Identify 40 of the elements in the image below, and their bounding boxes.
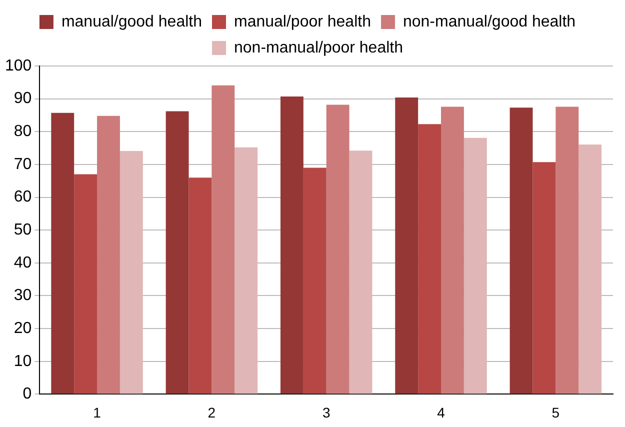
y-tick-label: 10 [14, 352, 32, 370]
bar [441, 106, 464, 394]
legend-label: manual/good health [61, 13, 202, 30]
x-tick-label: 2 [208, 404, 216, 420]
bar [120, 151, 143, 394]
bar [532, 162, 556, 394]
bar [234, 147, 258, 394]
x-tick-label: 3 [322, 404, 330, 420]
y-tick-label: 80 [14, 123, 32, 140]
bar [74, 174, 98, 394]
legend-label: manual/poor health [234, 13, 371, 30]
bar [51, 112, 74, 394]
x-tick-label: 1 [93, 404, 102, 420]
bar [166, 111, 189, 394]
y-tick-label: 60 [14, 188, 32, 206]
bar [418, 124, 442, 394]
bar [212, 85, 235, 394]
bar [326, 104, 350, 394]
bar [280, 96, 304, 394]
bar [578, 144, 602, 394]
bar [556, 106, 579, 394]
bar [303, 168, 326, 394]
y-tick-label: 90 [14, 90, 32, 108]
legend-label: non-manual/poor health [234, 39, 404, 56]
x-tick-label: 4 [437, 404, 446, 420]
bar [349, 150, 372, 394]
y-tick-label: 50 [14, 222, 32, 239]
y-tick-label: 100 [4, 57, 32, 74]
bar [395, 98, 418, 394]
x-tick-label: 5 [552, 404, 560, 420]
bar [97, 116, 120, 394]
bar [188, 178, 212, 394]
y-tick-label: 0 [22, 386, 32, 403]
bar [464, 138, 487, 394]
bar [510, 108, 533, 394]
y-tick-label: 30 [14, 287, 32, 304]
y-tick-label: 40 [14, 254, 32, 272]
legend-label: non-manual/good health [402, 13, 576, 30]
y-tick-label: 70 [14, 156, 32, 173]
y-tick-label: 20 [14, 320, 32, 337]
